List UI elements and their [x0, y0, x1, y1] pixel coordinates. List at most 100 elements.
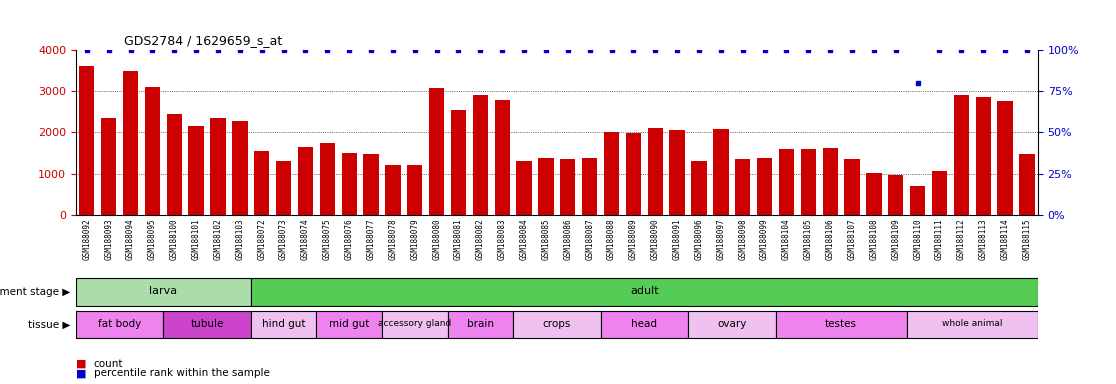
Bar	[163, 311, 251, 338]
Bar	[776, 311, 906, 338]
Text: GSM188089: GSM188089	[629, 218, 638, 260]
Text: GSM188072: GSM188072	[257, 218, 267, 260]
Text: GSM188103: GSM188103	[235, 218, 244, 260]
Text: GSM188108: GSM188108	[869, 218, 878, 260]
Text: GSM188078: GSM188078	[388, 218, 397, 260]
Text: GSM188102: GSM188102	[213, 218, 222, 260]
Bar	[473, 95, 488, 215]
Bar	[600, 311, 689, 338]
Bar	[451, 110, 466, 215]
Text: GDS2784 / 1629659_s_at: GDS2784 / 1629659_s_at	[124, 34, 282, 47]
Text: GSM188085: GSM188085	[541, 218, 550, 260]
Bar	[448, 311, 513, 338]
Bar	[79, 66, 95, 215]
Text: larva: larva	[150, 286, 177, 296]
Bar	[800, 149, 816, 215]
Bar	[604, 132, 619, 215]
Text: GSM188091: GSM188091	[673, 218, 682, 260]
Text: GSM188092: GSM188092	[83, 218, 92, 260]
Text: GSM188083: GSM188083	[498, 218, 507, 260]
Text: adult: adult	[631, 286, 658, 296]
Bar	[845, 159, 859, 215]
Bar	[888, 175, 904, 215]
Text: count: count	[94, 359, 123, 369]
Bar	[975, 98, 991, 215]
Bar	[998, 101, 1012, 215]
Bar	[407, 165, 423, 215]
Bar	[276, 161, 291, 215]
Text: GSM188104: GSM188104	[782, 218, 791, 260]
Bar	[254, 151, 269, 215]
Bar	[689, 311, 776, 338]
Text: GSM188105: GSM188105	[804, 218, 812, 260]
Bar	[166, 114, 182, 215]
Text: GSM188100: GSM188100	[170, 218, 179, 260]
Bar	[319, 143, 335, 215]
Bar	[1019, 154, 1035, 215]
Bar	[364, 154, 378, 215]
Text: GSM188115: GSM188115	[1022, 218, 1031, 260]
Bar	[822, 148, 838, 215]
Text: GSM188077: GSM188077	[366, 218, 376, 260]
Text: brain: brain	[466, 319, 494, 329]
Text: GSM188073: GSM188073	[279, 218, 288, 260]
Bar	[232, 121, 248, 215]
Bar	[735, 159, 750, 215]
Text: GSM188080: GSM188080	[432, 218, 441, 260]
Text: tissue ▶: tissue ▶	[28, 319, 70, 329]
Text: development stage ▶: development stage ▶	[0, 287, 70, 297]
Text: GSM188093: GSM188093	[104, 218, 113, 260]
Bar	[517, 161, 531, 215]
Text: GSM188099: GSM188099	[760, 218, 769, 260]
Text: GSM188097: GSM188097	[716, 218, 725, 260]
Text: GSM188110: GSM188110	[913, 218, 922, 260]
Bar	[385, 165, 401, 215]
Bar	[494, 100, 510, 215]
Text: GSM188094: GSM188094	[126, 218, 135, 260]
Text: GSM188084: GSM188084	[520, 218, 529, 260]
Text: GSM188075: GSM188075	[323, 218, 331, 260]
Bar	[429, 88, 444, 215]
Text: GSM188081: GSM188081	[454, 218, 463, 260]
Text: GSM188079: GSM188079	[411, 218, 420, 260]
Text: GSM188109: GSM188109	[892, 218, 901, 260]
Bar	[626, 133, 641, 215]
Bar	[123, 71, 138, 215]
Bar	[513, 311, 600, 338]
Bar	[713, 129, 729, 215]
Bar	[76, 311, 163, 338]
Text: GSM188088: GSM188088	[607, 218, 616, 260]
Text: percentile rank within the sample: percentile rank within the sample	[94, 368, 270, 378]
Bar	[298, 147, 314, 215]
Bar	[583, 158, 597, 215]
Bar	[76, 278, 251, 306]
Text: GSM188090: GSM188090	[651, 218, 660, 260]
Text: GSM188101: GSM188101	[192, 218, 201, 260]
Bar	[910, 186, 925, 215]
Text: hind gut: hind gut	[262, 319, 306, 329]
Bar	[647, 128, 663, 215]
Text: GSM188114: GSM188114	[1001, 218, 1010, 260]
Bar	[560, 159, 576, 215]
Text: ■: ■	[76, 359, 86, 369]
Text: GSM188107: GSM188107	[847, 218, 857, 260]
Text: testes: testes	[825, 319, 857, 329]
Bar	[866, 173, 882, 215]
Text: fat body: fat body	[98, 319, 142, 329]
Bar	[779, 149, 795, 215]
Text: GSM188086: GSM188086	[564, 218, 573, 260]
Text: whole animal: whole animal	[942, 319, 1002, 328]
Bar	[145, 87, 160, 215]
Text: accessory gland: accessory gland	[378, 319, 451, 328]
Text: GSM188113: GSM188113	[979, 218, 988, 260]
Bar	[102, 118, 116, 215]
Text: GSM188111: GSM188111	[935, 218, 944, 260]
Text: tubule: tubule	[191, 319, 223, 329]
Bar	[906, 311, 1038, 338]
Text: ovary: ovary	[718, 319, 747, 329]
Bar	[538, 159, 554, 215]
Bar	[670, 131, 685, 215]
Text: mid gut: mid gut	[329, 319, 369, 329]
Text: GSM188074: GSM188074	[301, 218, 310, 260]
Text: GSM188082: GSM188082	[475, 218, 484, 260]
